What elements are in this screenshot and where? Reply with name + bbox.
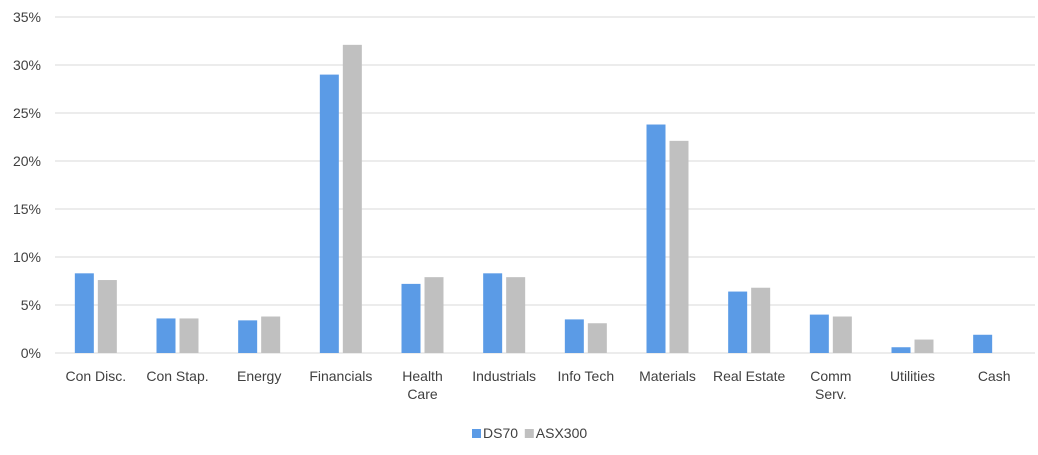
legend-swatch-ds70 bbox=[472, 429, 481, 438]
bar-asx300 bbox=[261, 316, 281, 353]
bar-ds70 bbox=[319, 74, 339, 353]
x-tick-label-line: Utilities bbox=[890, 368, 935, 384]
y-tick-label: 30% bbox=[13, 57, 41, 73]
bar-asx300 bbox=[832, 316, 852, 353]
bar-asx300 bbox=[914, 339, 934, 353]
x-tick-label: Utilities bbox=[890, 368, 935, 384]
x-tick-label-line: Care bbox=[407, 386, 438, 402]
x-tick-label: Con Disc. bbox=[65, 368, 126, 384]
x-tick-label: Info Tech bbox=[558, 368, 615, 384]
y-tick-label: 35% bbox=[13, 9, 41, 25]
y-tick-label: 25% bbox=[13, 105, 41, 121]
x-tick-label-line: Con Disc. bbox=[65, 368, 126, 384]
bar-ds70 bbox=[74, 273, 94, 353]
bar-ds70 bbox=[401, 283, 421, 353]
bar-ds70 bbox=[483, 273, 503, 353]
bar-ds70 bbox=[564, 319, 584, 353]
x-tick-label-line: Cash bbox=[978, 368, 1011, 384]
x-tick-label-line: Industrials bbox=[472, 368, 536, 384]
y-axis-tick-labels: 0% 5% 10% 15% 20% 25% 30% 35% bbox=[13, 9, 41, 361]
x-tick-label-line: Comm bbox=[810, 368, 851, 384]
y-tick-label: 0% bbox=[21, 345, 41, 361]
x-tick-label: Industrials bbox=[472, 368, 536, 384]
x-tick-label: Cash bbox=[978, 368, 1011, 384]
bar-asx300 bbox=[751, 287, 771, 353]
bar-asx300 bbox=[669, 140, 689, 353]
bar-ds70 bbox=[973, 334, 993, 353]
legend: DS70 ASX300 bbox=[472, 425, 587, 441]
x-tick-label: Financials bbox=[309, 368, 372, 384]
bar-ds70 bbox=[728, 291, 748, 353]
legend-label-ds70: DS70 bbox=[483, 425, 518, 441]
bar-ds70 bbox=[156, 318, 176, 353]
x-tick-label-line: Energy bbox=[237, 368, 281, 384]
x-tick-label-line: Financials bbox=[309, 368, 372, 384]
legend-swatch-asx300 bbox=[524, 429, 534, 438]
bar-asx300 bbox=[424, 277, 444, 353]
x-tick-label-line: Con Stap. bbox=[146, 368, 208, 384]
y-tick-label: 15% bbox=[13, 201, 41, 217]
bar-asx300 bbox=[342, 44, 362, 354]
bar-ds70 bbox=[809, 314, 829, 353]
y-tick-label: 5% bbox=[21, 297, 41, 313]
gridlines bbox=[55, 16, 1035, 354]
x-tick-label: Materials bbox=[639, 368, 696, 384]
x-tick-label: Health Care bbox=[402, 368, 442, 402]
x-tick-label: Con Stap. bbox=[146, 368, 208, 384]
x-tick-label-line: Materials bbox=[639, 368, 696, 384]
bar-ds70 bbox=[238, 320, 258, 353]
bars bbox=[74, 44, 993, 354]
x-tick-label-line: Health bbox=[402, 368, 442, 384]
bar-asx300 bbox=[97, 280, 117, 353]
bar-asx300 bbox=[587, 323, 607, 353]
x-tick-label-line: Real Estate bbox=[713, 368, 786, 384]
y-tick-label: 10% bbox=[13, 249, 41, 265]
x-axis-tick-labels: Con Disc. Con Stap. Energy Financials Health… bbox=[65, 368, 1010, 402]
x-tick-label: Energy bbox=[237, 368, 281, 384]
x-tick-label: Comm Serv. bbox=[810, 368, 851, 402]
legend-label-asx300: ASX300 bbox=[536, 425, 588, 441]
x-tick-label-line: Serv. bbox=[815, 386, 847, 402]
y-tick-label: 20% bbox=[13, 153, 41, 169]
x-tick-label: Real Estate bbox=[713, 368, 786, 384]
bar-asx300 bbox=[506, 277, 526, 353]
bar-asx300 bbox=[179, 318, 199, 353]
bar-ds70 bbox=[646, 124, 666, 354]
x-tick-label-line: Info Tech bbox=[558, 368, 615, 384]
bar-ds70 bbox=[891, 347, 911, 353]
